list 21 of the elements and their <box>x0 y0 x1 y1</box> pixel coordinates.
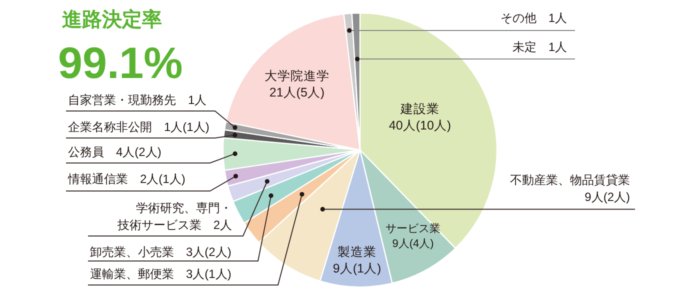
data-label: 9人(4人) <box>392 238 434 250</box>
slice-label: サービス業 <box>386 223 440 235</box>
slice-label: 不動産業、物品賃貸業 <box>510 173 630 187</box>
data-label: 21人(5人) <box>269 86 325 100</box>
data-label: 9人(2人) <box>584 190 630 204</box>
slice-label: 公務員 4人(2人) <box>68 145 162 159</box>
data-label: 40人(10人) <box>388 118 452 132</box>
text: 99.1% <box>58 39 183 88</box>
slice-label: 自家営業・現勤務先 1人 <box>68 93 207 107</box>
slice-label: 未定 1人 <box>512 40 567 54</box>
slice-label: 製造業 <box>338 245 376 259</box>
slice-label: 運輸業、郵便業 3人(1人) <box>90 267 232 281</box>
slice-label: 情報通信業 2人(1人) <box>67 172 186 186</box>
chart-title: 進路決定率 <box>62 8 162 31</box>
slice-label: 大学院進学 <box>264 69 330 83</box>
slice-label: 建設業 <box>400 102 440 116</box>
slice-label: 企業名称非公開 1人(1人) <box>68 120 210 134</box>
slice-label: その他 1人 <box>500 11 567 25</box>
slice-label: 学術研究、専門・技術サービス業 2人 <box>116 201 232 232</box>
data-label: 9人(1人) <box>332 262 382 276</box>
slice-label: 卸売業、小売業 3人(2人) <box>90 245 232 259</box>
